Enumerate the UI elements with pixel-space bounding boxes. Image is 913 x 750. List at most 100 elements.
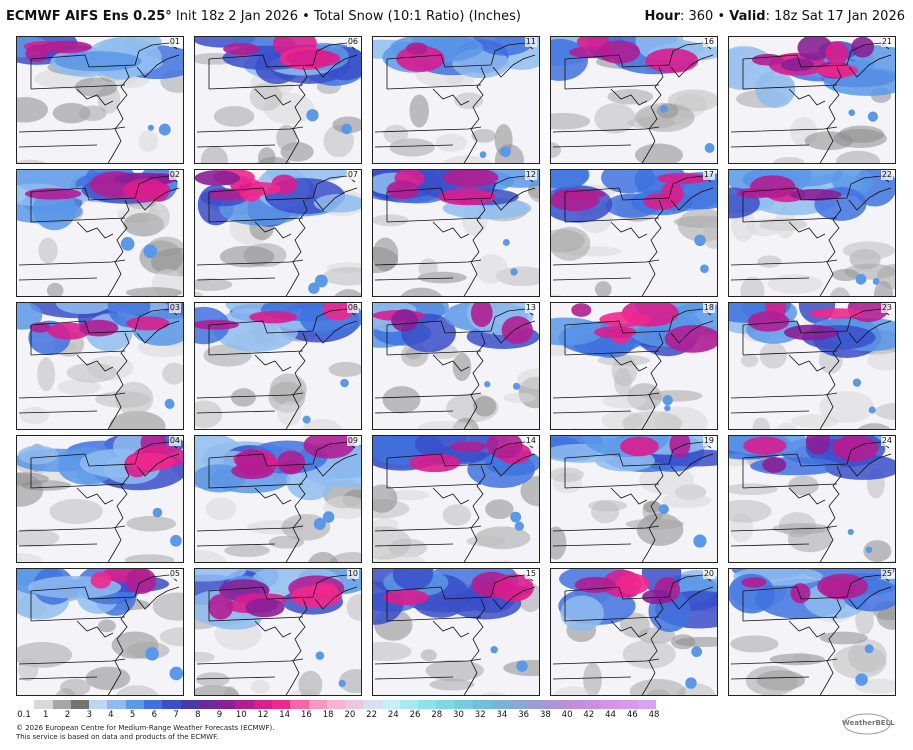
snow-colorbar [16, 700, 656, 709]
colorbar-labels: 0.1 1 2 3 4 5 6 7 8 9 10 12 14 16 18 20 22 24 26 28 30 32 34 36… [16, 710, 676, 722]
member-number: 17 [702, 170, 715, 180]
member-map-03: 03 [16, 302, 184, 430]
colorbar-swatch [527, 700, 547, 709]
colorbar-swatch [34, 700, 53, 709]
valid-value: : 18z Sat 17 Jan 2026 [765, 9, 905, 24]
member-map-15: 15 [372, 568, 540, 696]
colorbar-swatch [89, 700, 108, 709]
member-number: 10 [346, 569, 359, 579]
member-number: 21 [880, 37, 893, 47]
snow-field [195, 37, 361, 163]
member-map-10: 10 [194, 568, 362, 696]
snow-field [551, 170, 717, 296]
colorbar-tick-label: 26 [409, 710, 421, 720]
snow-field [373, 37, 539, 163]
colorbar-tick-label: 12 [257, 710, 269, 720]
member-map-02: 02 [16, 169, 184, 297]
colorbar-tick-label: 46 [626, 710, 638, 720]
member-map-13: 13 [372, 302, 540, 430]
snow-field [729, 170, 895, 296]
snow-field [729, 37, 895, 163]
member-number: 19 [702, 436, 715, 446]
colorbar-tick-label: 14 [279, 710, 291, 720]
member-number: 09 [346, 436, 359, 446]
member-number: 07 [346, 170, 359, 180]
colorbar-swatch [235, 700, 254, 709]
member-map-20: 20 [550, 568, 718, 696]
member-number: 13 [524, 303, 537, 313]
colorbar-swatch [308, 700, 327, 709]
snow-field [551, 569, 717, 695]
run-info: Init 18z 2 Jan 2026 • Total Snow (10:1 R… [175, 9, 521, 24]
ensemble-member-grid: 01 06 11 16 21 02 07 12 17 22 03 08 13 18 23 04 09 14 19 24… [16, 36, 900, 697]
member-map-12: 12 [372, 169, 540, 297]
snow-field [373, 170, 539, 296]
member-number: 08 [346, 303, 359, 313]
colorbar-swatch [52, 700, 71, 709]
member-map-05: 05 [16, 568, 184, 696]
colorbar-tick-label: 7 [173, 710, 179, 720]
member-map-18: 18 [550, 302, 718, 430]
member-map-07: 07 [194, 169, 362, 297]
member-number: 02 [168, 170, 181, 180]
colorbar-swatch [217, 700, 236, 709]
colorbar-swatch [619, 700, 638, 709]
member-number: 22 [880, 170, 893, 180]
member-number: 01 [168, 37, 181, 47]
member-map-22: 22 [728, 169, 896, 297]
copyright-footer: © 2026 European Centre for Medium-Range … [16, 724, 274, 742]
member-map-23: 23 [728, 302, 896, 430]
colorbar-tick-label: 40 [561, 710, 573, 720]
member-number: 03 [168, 303, 181, 313]
colorbar-swatch [601, 700, 620, 709]
colorbar-swatch [399, 700, 419, 709]
member-number: 23 [880, 303, 893, 313]
colorbar-tick-label: 8 [195, 710, 201, 720]
member-map-09: 09 [194, 435, 362, 563]
member-map-19: 19 [550, 435, 718, 563]
snow-field [729, 436, 895, 562]
snow-field [373, 569, 539, 695]
colorbar-tick-label: 36 [518, 710, 530, 720]
member-number: 15 [524, 569, 537, 579]
colorbar-tick-label: 30 [453, 710, 464, 720]
colorbar-tick-label: 22 [366, 710, 377, 720]
snow-field [729, 569, 895, 695]
colorbar-tick-label: 6 [151, 710, 158, 720]
model-name: ECMWF AIFS Ens 0.25° [6, 9, 172, 24]
snow-field [729, 303, 895, 429]
colorbar-tick-label: 2 [64, 710, 71, 720]
colorbar-swatch [162, 700, 181, 709]
chart-title: ECMWF AIFS Ens 0.25° Init 18z 2 Jan 2026… [6, 9, 521, 24]
colorbar-swatch [180, 700, 199, 709]
colorbar-swatch [473, 700, 492, 709]
member-map-14: 14 [372, 435, 540, 563]
colorbar-tick-label: 32 [474, 710, 486, 720]
colorbar-swatch [509, 700, 528, 709]
colorbar-tick-label: 20 [344, 710, 356, 720]
colorbar-swatch [271, 700, 291, 709]
member-map-24: 24 [728, 435, 896, 563]
valid-label: Valid [729, 9, 766, 24]
colorbar-tick-label: 42 [583, 710, 595, 720]
member-map-08: 08 [194, 302, 362, 430]
colorbar-swatch [143, 700, 163, 709]
snow-field [17, 436, 183, 562]
member-map-16: 16 [550, 36, 718, 164]
colorbar-swatch [564, 700, 583, 709]
colorbar-swatch [253, 700, 272, 709]
member-number: 11 [524, 37, 537, 47]
colorbar-tick-label: 38 [539, 710, 551, 720]
colorbar-swatch [198, 700, 218, 709]
colorbar-tick-label: 48 [648, 710, 660, 720]
colorbar-swatch [326, 700, 346, 709]
colorbar-tick-label: 44 [605, 710, 616, 720]
colorbar-tick-label: 18 [322, 710, 334, 720]
colorbar-swatch [418, 700, 437, 709]
colorbar-tick-label: 24 [387, 710, 399, 720]
member-number: 14 [524, 436, 537, 446]
member-number: 20 [702, 569, 715, 579]
snow-field [551, 436, 717, 562]
service-line: This service is based on data and produc… [16, 733, 219, 741]
colorbar-swatch [125, 700, 144, 709]
